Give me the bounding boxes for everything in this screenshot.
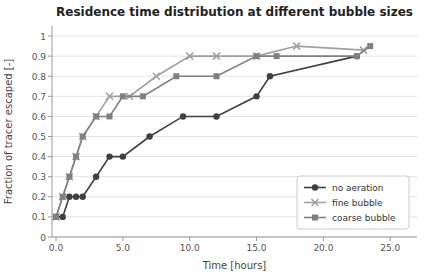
y-tick xyxy=(48,216,52,217)
point xyxy=(354,53,360,59)
point xyxy=(93,113,99,119)
x-axis-line xyxy=(52,237,417,238)
legend: no aeration fine bubble coarse bubble xyxy=(297,176,409,229)
y-tick-label: 0.2 xyxy=(32,192,46,202)
point xyxy=(80,194,86,200)
y-tick-label: 0.3 xyxy=(32,172,46,182)
grid-line xyxy=(52,96,417,97)
y-tick xyxy=(48,136,52,137)
x-tick xyxy=(189,237,190,241)
x-tick xyxy=(122,237,123,241)
y-tick xyxy=(48,116,52,117)
y-tick xyxy=(48,237,52,238)
legend-label: no aeration xyxy=(332,183,384,193)
x-tick-label: 25.0 xyxy=(380,243,400,253)
y-tick xyxy=(48,76,52,77)
point xyxy=(93,113,100,120)
point xyxy=(367,43,373,49)
x-tick xyxy=(56,237,57,241)
point xyxy=(73,194,79,200)
y-tick-label: 0.6 xyxy=(32,112,47,122)
point xyxy=(293,43,300,50)
legend-marker xyxy=(312,199,319,206)
point xyxy=(120,93,126,99)
grid-line xyxy=(52,76,417,77)
legend-label: fine bubble xyxy=(332,198,383,208)
legend-label: coarse bubble xyxy=(332,213,396,223)
x-axis-label: Time [hours] xyxy=(202,260,267,271)
y-tick xyxy=(48,56,52,57)
y-axis-label: Fraction of tracer escaped [-] xyxy=(3,59,14,205)
y-tick xyxy=(48,176,52,177)
point xyxy=(213,53,220,60)
x-tick-label: 20.0 xyxy=(313,243,333,253)
y-tick xyxy=(48,36,52,37)
point xyxy=(180,113,186,119)
point xyxy=(254,53,260,59)
point xyxy=(354,53,360,59)
y-tick-label: 1 xyxy=(40,32,46,42)
title: Residence time distribution at different… xyxy=(56,5,413,19)
point xyxy=(267,73,273,79)
point xyxy=(73,153,80,160)
x-tick-label: 10.0 xyxy=(180,243,200,253)
point xyxy=(173,73,179,79)
point xyxy=(66,194,72,200)
y-tick-label: 0.4 xyxy=(32,152,47,162)
chart: Residence time distribution at different… xyxy=(0,0,429,275)
y-tick xyxy=(48,156,52,157)
axes: 00.10.20.30.40.50.60.70.80.910.05.010.01… xyxy=(32,26,417,253)
point xyxy=(253,53,260,60)
point xyxy=(106,93,113,100)
point xyxy=(73,154,79,160)
point xyxy=(106,113,112,119)
point xyxy=(53,214,59,220)
point xyxy=(274,53,280,59)
x-tick-label: 0.0 xyxy=(49,243,64,253)
y-tick-label: 0.5 xyxy=(32,132,46,142)
point xyxy=(60,194,66,200)
point xyxy=(93,174,99,180)
point xyxy=(213,113,219,119)
y-tick xyxy=(48,196,52,197)
point xyxy=(213,73,219,79)
point xyxy=(59,214,65,220)
y-axis-line xyxy=(52,26,53,237)
grid-line xyxy=(52,36,417,37)
point xyxy=(53,213,60,220)
y-tick xyxy=(48,96,52,97)
legend-marker xyxy=(312,215,318,221)
point xyxy=(66,174,72,180)
point xyxy=(79,133,86,140)
point xyxy=(140,93,146,99)
y-tick-label: 0.7 xyxy=(32,92,46,102)
point xyxy=(59,193,66,200)
y-tick-label: 0.1 xyxy=(32,212,46,222)
grid-line xyxy=(52,237,417,238)
point xyxy=(253,93,259,99)
point xyxy=(153,73,160,80)
point xyxy=(53,214,59,220)
x-tick xyxy=(390,237,391,241)
point xyxy=(80,134,86,140)
y-tick-label: 0 xyxy=(40,233,46,243)
point xyxy=(146,133,152,139)
legend-marker xyxy=(312,184,318,190)
x-tick xyxy=(323,237,324,241)
point xyxy=(106,153,112,159)
y-tick-label: 0.8 xyxy=(32,72,47,82)
point xyxy=(66,173,73,180)
legend-box xyxy=(297,176,409,229)
point xyxy=(120,153,126,159)
x-tick xyxy=(256,237,257,241)
x-tick-label: 15.0 xyxy=(247,243,267,253)
grid-line xyxy=(52,136,417,137)
point xyxy=(186,53,193,60)
x-tick-label: 5.0 xyxy=(116,243,131,253)
y-tick-label: 0.9 xyxy=(32,52,47,62)
